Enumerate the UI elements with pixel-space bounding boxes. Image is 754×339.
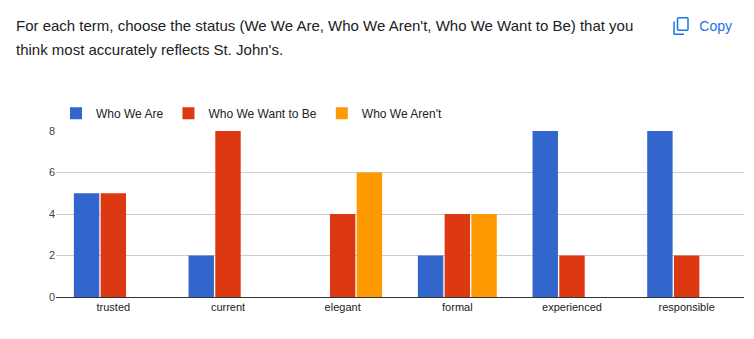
svg-text:elegant: elegant	[325, 301, 361, 313]
svg-text:Who We Are: Who We Are	[96, 107, 163, 121]
svg-text:trusted: trusted	[97, 301, 131, 313]
svg-text:current: current	[211, 301, 245, 313]
svg-text:formal: formal	[442, 301, 473, 313]
svg-text:8: 8	[49, 125, 55, 137]
svg-text:0: 0	[49, 291, 55, 303]
svg-text:responsible: responsible	[659, 301, 715, 313]
svg-text:experienced: experienced	[542, 301, 602, 313]
svg-text:Who We Aren't: Who We Aren't	[362, 107, 442, 121]
svg-text:2: 2	[49, 249, 55, 261]
svg-text:6: 6	[49, 166, 55, 178]
html-text:Copy: Copy	[699, 18, 732, 34]
svg-text:Who We Want to Be: Who We Want to Be	[208, 107, 316, 121]
svg-text:4: 4	[49, 208, 55, 220]
html-text:For each term, choose the stat: For each term, choose the status (We We …	[16, 17, 634, 58]
